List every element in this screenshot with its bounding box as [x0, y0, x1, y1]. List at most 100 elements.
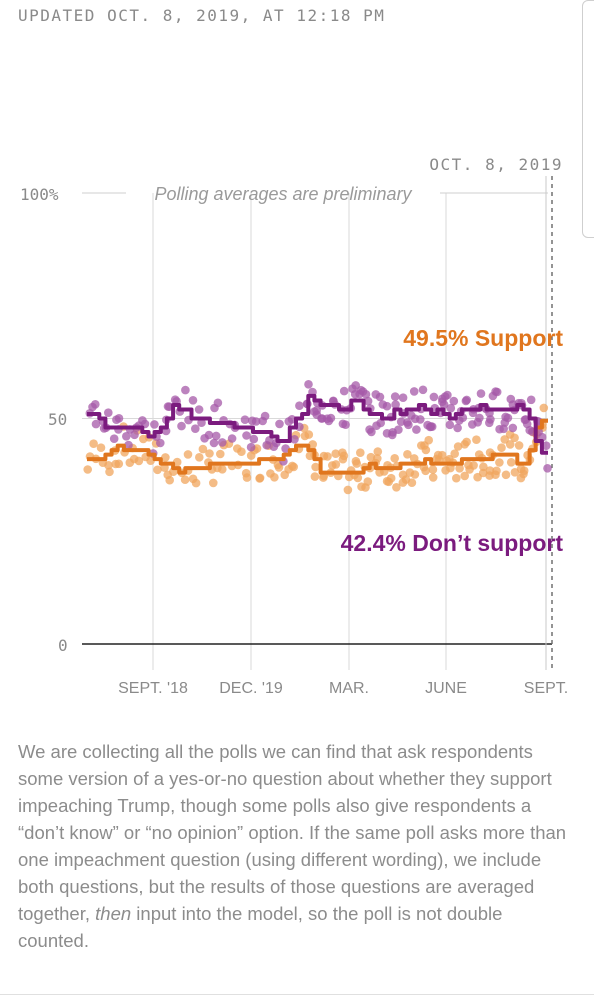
poll-dot: [183, 450, 193, 459]
poll-dot: [409, 454, 419, 463]
poll-dot: [353, 473, 363, 483]
poll-dot: [460, 471, 470, 481]
poll-dot: [361, 483, 370, 492]
poll-dot: [180, 475, 190, 485]
poll-dot: [427, 422, 437, 432]
poll-dot: [323, 452, 332, 461]
poll-dot: [361, 390, 371, 399]
poll-dot: [428, 473, 438, 482]
poll-dot: [443, 390, 452, 400]
poll-dot: [91, 419, 101, 429]
poll-dot: [338, 454, 348, 464]
x-tick-sept-18: SEPT. '18: [118, 680, 188, 697]
poll-dot: [433, 450, 443, 460]
poll-dot: [104, 461, 113, 470]
poll-dot: [114, 459, 124, 469]
poll-dot: [312, 406, 321, 415]
poll-dot: [227, 434, 237, 443]
poll-dot: [295, 401, 304, 411]
poll-dot: [255, 474, 264, 483]
poll-dot: [134, 456, 144, 466]
poll-dot: [165, 475, 174, 485]
poll-dot: [153, 465, 162, 475]
poll-dot: [418, 385, 428, 395]
divider: [0, 994, 594, 995]
poll-dot: [373, 447, 383, 456]
poll-dot: [412, 425, 421, 434]
poll-dot: [352, 459, 362, 468]
poll-dot: [209, 438, 219, 448]
poll-dot: [198, 444, 208, 454]
poll-dot: [506, 458, 516, 467]
poll-dot: [499, 424, 509, 434]
dont-support-average-line: [87, 393, 548, 455]
poll-dot: [218, 465, 227, 474]
poll-dot: [392, 483, 401, 492]
poll-dot: [479, 462, 488, 472]
poll-dot: [156, 438, 165, 448]
poll-dot: [269, 442, 279, 452]
poll-dot: [209, 478, 218, 488]
poll-dot: [200, 434, 209, 443]
y-tick-0: 0: [58, 636, 68, 655]
poll-dot: [237, 447, 246, 457]
poll-dot: [290, 435, 299, 444]
poll-dot: [501, 412, 510, 422]
y-tick-50: 50: [48, 410, 67, 429]
support-label: 49.5% Support: [403, 325, 563, 351]
poll-dot: [453, 423, 462, 433]
poll-dot: [246, 442, 256, 452]
poll-dot: [407, 478, 417, 488]
poll-dot: [445, 420, 455, 430]
poll-dot: [492, 466, 501, 476]
poll-dot: [356, 448, 365, 458]
poll-dot: [475, 413, 484, 423]
scroll-tab[interactable]: [582, 0, 594, 238]
poll-dot: [363, 396, 373, 406]
poll-dot: [280, 470, 290, 480]
poll-dot: [476, 389, 486, 398]
poll-dot: [104, 408, 113, 418]
poll-dot: [460, 440, 470, 449]
poll-dot: [495, 458, 504, 467]
poll-dot: [373, 454, 382, 463]
poll-dot: [501, 470, 511, 480]
methodology-description: We are collecting all the polls we can f…: [18, 738, 578, 954]
poll-dot: [505, 440, 515, 449]
poll-dot: [89, 439, 98, 449]
poll-dot: [197, 418, 206, 428]
poll-dot: [508, 423, 518, 433]
poll-dot: [390, 454, 400, 463]
poll-dot: [195, 453, 204, 462]
poll-dot: [514, 441, 524, 450]
poll-dot: [96, 443, 106, 453]
poll-dot: [83, 465, 92, 474]
poll-dot: [150, 420, 159, 429]
poll-dot: [497, 443, 506, 453]
poll-dot: [398, 393, 408, 403]
poll-dot: [311, 462, 320, 472]
x-tick-sept: SEPT.: [524, 680, 568, 697]
poll-dot: [541, 441, 551, 451]
poll-dot: [488, 391, 498, 401]
poll-dot: [398, 470, 408, 480]
poll-dot: [455, 464, 464, 473]
poll-dot: [218, 438, 227, 447]
poll-dot: [122, 432, 131, 441]
poll-dot: [194, 405, 204, 414]
poll-dot: [421, 466, 430, 476]
poll-dot: [429, 392, 439, 402]
poll-dot: [191, 478, 201, 488]
poll-dot: [331, 449, 341, 459]
poll-dots-layer: [83, 380, 552, 495]
poll-dot: [543, 464, 552, 473]
poll-dot: [386, 473, 396, 483]
poll-dot: [105, 467, 114, 477]
poll-dot: [366, 452, 376, 462]
poll-dot: [275, 419, 284, 429]
poll-dot: [211, 431, 221, 441]
poll-dot: [485, 418, 494, 428]
poll-dot: [91, 400, 100, 409]
poll-dot: [331, 460, 341, 469]
y-tick-100: 100%: [20, 185, 59, 204]
